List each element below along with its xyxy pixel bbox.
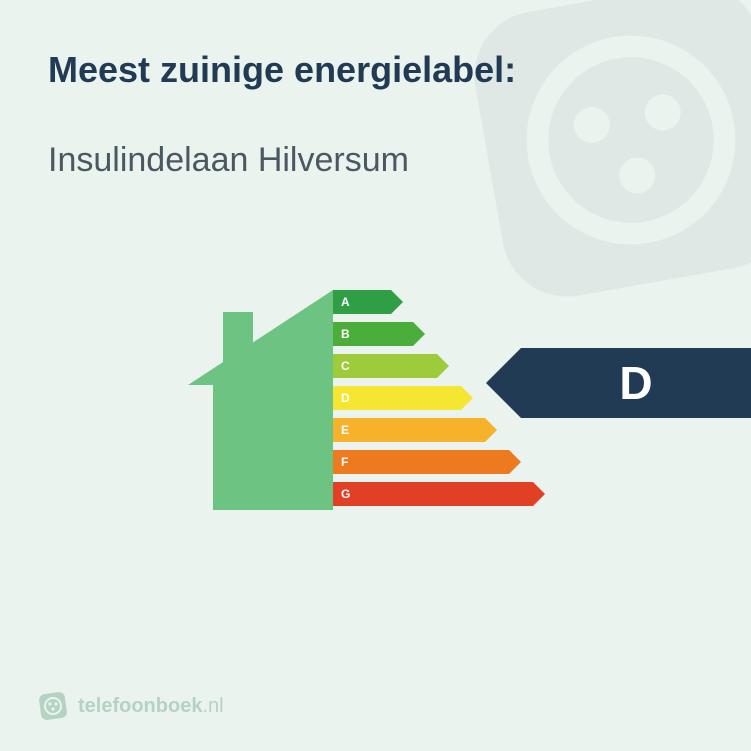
house-icon	[168, 290, 348, 510]
footer-logo-icon	[38, 691, 68, 721]
energy-bar-b: B	[333, 322, 533, 346]
bar-label: G	[333, 487, 350, 501]
energy-bar-g: G	[333, 482, 533, 506]
footer-text: telefoonboek.nl	[78, 695, 224, 718]
energy-card: Meest zuinige energielabel: Insulindelaa…	[0, 0, 751, 751]
footer-brand-name: telefoonboek	[78, 695, 202, 717]
energy-bar-f: F	[333, 450, 533, 474]
energy-bar-e: E	[333, 418, 533, 442]
footer-brand-tld: .nl	[202, 695, 223, 717]
bar-label: F	[333, 455, 348, 469]
bar-label: C	[333, 359, 350, 373]
bar-label: E	[333, 423, 349, 437]
energy-bar-a: A	[333, 290, 533, 314]
result-tag: D	[521, 348, 751, 418]
result-letter: D	[619, 356, 652, 410]
bar-label: D	[333, 391, 350, 405]
bar-label: A	[333, 295, 350, 309]
bar-label: B	[333, 327, 350, 341]
footer-brand: telefoonboek.nl	[38, 691, 224, 721]
